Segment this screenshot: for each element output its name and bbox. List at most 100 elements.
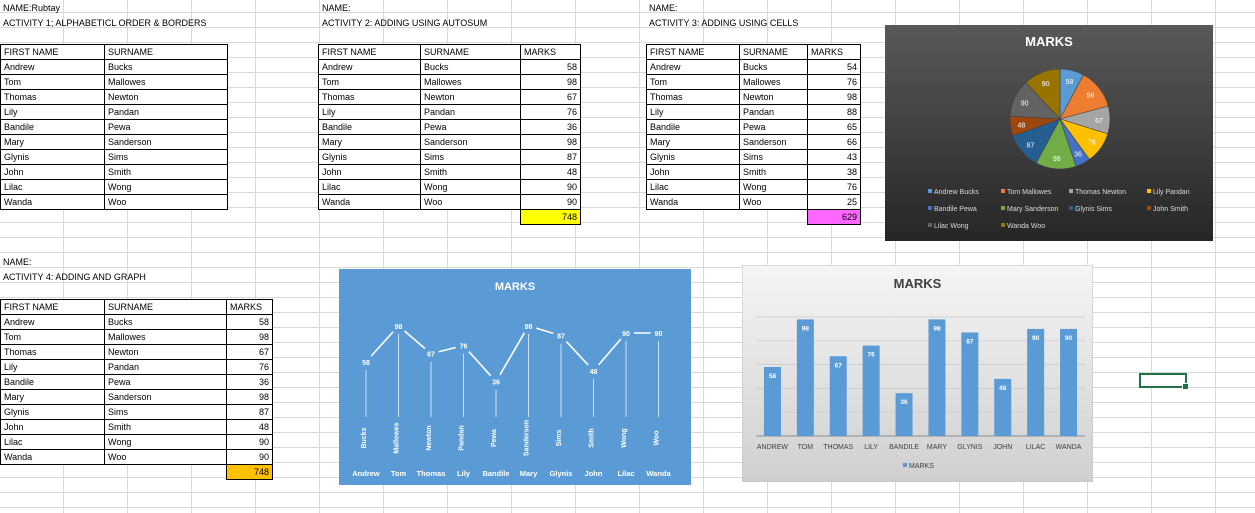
- first-name-cell[interactable]: Bandile: [0, 119, 105, 135]
- surname-cell[interactable]: Newton: [104, 344, 227, 360]
- first-name-cell[interactable]: Andrew: [646, 59, 740, 75]
- first-name-cell[interactable]: Bandile: [318, 119, 421, 135]
- first-name-cell[interactable]: Lilac: [318, 179, 421, 195]
- empty-cell[interactable]: [105, 465, 227, 480]
- marks-cell[interactable]: 48: [520, 164, 581, 180]
- first-name-cell[interactable]: Thomas: [0, 89, 105, 105]
- surname-cell[interactable]: Sims: [104, 404, 227, 420]
- marks-cell[interactable]: 98: [520, 74, 581, 90]
- first-name-cell[interactable]: Mary: [0, 134, 105, 150]
- marks-cell[interactable]: 87: [226, 404, 273, 420]
- surname-cell[interactable]: Pewa: [739, 119, 808, 135]
- surname-cell[interactable]: Newton: [420, 89, 521, 105]
- total-cell[interactable]: 748: [226, 464, 273, 480]
- surname-cell[interactable]: Smith: [420, 164, 521, 180]
- total-cell[interactable]: 629: [807, 209, 861, 225]
- surname-cell[interactable]: Sanderson: [420, 134, 521, 150]
- first-name-cell[interactable]: Andrew: [318, 59, 421, 75]
- total-cell[interactable]: 748: [520, 209, 581, 225]
- first-name-cell[interactable]: Bandile: [0, 374, 105, 390]
- first-name-cell[interactable]: Tom: [0, 329, 105, 345]
- marks-cell[interactable]: 87: [520, 149, 581, 165]
- marks-cell[interactable]: 58: [520, 59, 581, 75]
- column-header[interactable]: MARKS: [520, 44, 581, 60]
- first-name-cell[interactable]: Lily: [318, 104, 421, 120]
- first-name-cell[interactable]: Lily: [0, 104, 105, 120]
- surname-cell[interactable]: Pandan: [104, 104, 228, 120]
- first-name-cell[interactable]: Lily: [0, 359, 105, 375]
- first-name-cell[interactable]: Bandile: [646, 119, 740, 135]
- surname-cell[interactable]: Pewa: [420, 119, 521, 135]
- marks-cell[interactable]: 76: [807, 74, 861, 90]
- surname-cell[interactable]: Mallowes: [104, 329, 227, 345]
- first-name-cell[interactable]: Andrew: [0, 314, 105, 330]
- marks-cell[interactable]: 48: [226, 419, 273, 435]
- surname-cell[interactable]: Woo: [739, 194, 808, 210]
- marks-cell[interactable]: 38: [807, 164, 861, 180]
- surname-cell[interactable]: Pewa: [104, 374, 227, 390]
- surname-cell[interactable]: Smith: [104, 164, 228, 180]
- surname-cell[interactable]: Smith: [739, 164, 808, 180]
- first-name-cell[interactable]: Glynis: [318, 149, 421, 165]
- marks-cell[interactable]: 65: [807, 119, 861, 135]
- marks-cell[interactable]: 76: [520, 104, 581, 120]
- column-header[interactable]: MARKS: [226, 299, 273, 315]
- fill-handle[interactable]: [1182, 383, 1189, 390]
- first-name-cell[interactable]: Glynis: [0, 149, 105, 165]
- surname-cell[interactable]: Smith: [104, 419, 227, 435]
- first-name-cell[interactable]: Wanda: [318, 194, 421, 210]
- first-name-cell[interactable]: Tom: [646, 74, 740, 90]
- surname-cell[interactable]: Mallowes: [420, 74, 521, 90]
- marks-cell[interactable]: 76: [226, 359, 273, 375]
- marks-cell[interactable]: 88: [807, 104, 861, 120]
- column-header[interactable]: FIRST NAME: [0, 299, 105, 315]
- first-name-cell[interactable]: Thomas: [0, 344, 105, 360]
- empty-cell[interactable]: [740, 210, 808, 225]
- selected-cell[interactable]: [1139, 373, 1189, 390]
- first-name-cell[interactable]: John: [646, 164, 740, 180]
- first-name-cell[interactable]: Glynis: [0, 404, 105, 420]
- first-name-cell[interactable]: John: [0, 419, 105, 435]
- first-name-cell[interactable]: Glynis: [646, 149, 740, 165]
- first-name-cell[interactable]: John: [318, 164, 421, 180]
- surname-cell[interactable]: Newton: [739, 89, 808, 105]
- surname-cell[interactable]: Bucks: [739, 59, 808, 75]
- pie-chart[interactable]: MARKS 58 98 67 76 36 98 87 48 90 90 Andrew Bucks Tom…: [885, 25, 1213, 241]
- first-name-cell[interactable]: Tom: [0, 74, 105, 90]
- marks-cell[interactable]: 58: [226, 314, 273, 330]
- surname-cell[interactable]: Woo: [420, 194, 521, 210]
- surname-cell[interactable]: Wong: [739, 179, 808, 195]
- empty-cell[interactable]: [319, 210, 421, 225]
- marks-cell[interactable]: 90: [520, 194, 581, 210]
- surname-cell[interactable]: Mallowes: [739, 74, 808, 90]
- column-header[interactable]: SURNAME: [104, 299, 227, 315]
- marks-cell[interactable]: 67: [226, 344, 273, 360]
- surname-cell[interactable]: Bucks: [104, 59, 228, 75]
- surname-cell[interactable]: Sanderson: [739, 134, 808, 150]
- surname-cell[interactable]: Pandan: [739, 104, 808, 120]
- first-name-cell[interactable]: Lilac: [0, 434, 105, 450]
- first-name-cell[interactable]: Wanda: [0, 449, 105, 465]
- first-name-cell[interactable]: Mary: [318, 134, 421, 150]
- surname-cell[interactable]: Sims: [739, 149, 808, 165]
- first-name-cell[interactable]: Tom: [318, 74, 421, 90]
- column-header[interactable]: FIRST NAME: [0, 44, 105, 60]
- surname-cell[interactable]: Mallowes: [104, 74, 228, 90]
- empty-cell[interactable]: [421, 210, 521, 225]
- surname-cell[interactable]: Pandan: [420, 104, 521, 120]
- surname-cell[interactable]: Pandan: [104, 359, 227, 375]
- marks-cell[interactable]: 66: [807, 134, 861, 150]
- marks-cell[interactable]: 43: [807, 149, 861, 165]
- surname-cell[interactable]: Wong: [420, 179, 521, 195]
- marks-cell[interactable]: 98: [226, 329, 273, 345]
- surname-cell[interactable]: Sims: [420, 149, 521, 165]
- surname-cell[interactable]: Sanderson: [104, 134, 228, 150]
- marks-cell[interactable]: 98: [807, 89, 861, 105]
- column-header[interactable]: FIRST NAME: [318, 44, 421, 60]
- marks-cell[interactable]: 90: [226, 449, 273, 465]
- column-header[interactable]: FIRST NAME: [646, 44, 740, 60]
- column-header[interactable]: SURNAME: [420, 44, 521, 60]
- first-name-cell[interactable]: Lilac: [646, 179, 740, 195]
- first-name-cell[interactable]: Mary: [646, 134, 740, 150]
- first-name-cell[interactable]: Thomas: [646, 89, 740, 105]
